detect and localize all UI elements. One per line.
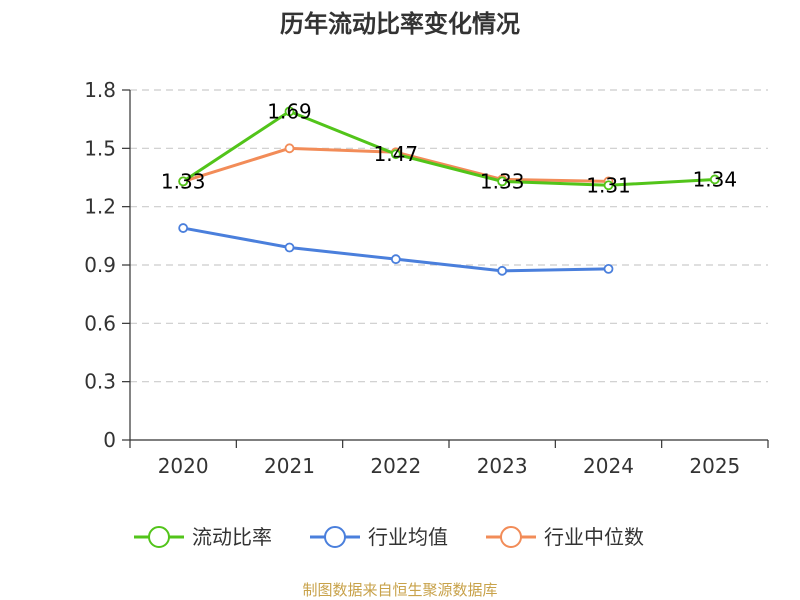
legend-marker [148, 526, 170, 548]
series-line-1 [182, 109, 715, 187]
x-tick-label: 2023 [477, 454, 528, 478]
grid-lines [130, 89, 768, 383]
data-point [497, 176, 508, 187]
series-lines [178, 106, 720, 276]
legend-marker [324, 526, 346, 548]
data-label: 1.33 [480, 169, 525, 193]
data-label: 1.31 [586, 173, 631, 197]
legend-label: 行业中位数 [544, 525, 644, 549]
data-point [178, 176, 189, 187]
legend-item-1[interactable]: 流动比率 [134, 525, 272, 549]
y-tick-label: 0.6 [84, 311, 116, 335]
data-labels: 1.33 1.69 1.47 1.33 1.31 1.34 [161, 99, 737, 197]
legend-item-3[interactable]: 行业中位数 [486, 525, 644, 549]
chart-title: 历年流动比率变化情况 [280, 10, 520, 38]
y-tick-label: 1.2 [84, 195, 116, 219]
data-point [497, 265, 508, 276]
x-tick-label: 2021 [264, 454, 315, 478]
data-label: 1.34 [693, 167, 738, 191]
data-point [390, 254, 401, 265]
data-point [284, 143, 295, 154]
x-tick-label: 2025 [689, 454, 740, 478]
x-tick-label: 2024 [583, 454, 634, 478]
x-tick-label: 2022 [370, 454, 421, 478]
legend-item-2[interactable]: 行业均值 [310, 525, 448, 549]
data-label: 1.47 [374, 142, 419, 166]
legend[interactable]: 流动比率 行业均值 行业中位数 [134, 525, 644, 549]
y-tick-label: 0 [103, 428, 116, 452]
x-tick-label: 2020 [158, 454, 209, 478]
y-tick-label: 0.9 [84, 253, 116, 277]
data-point [709, 174, 720, 185]
data-point [603, 180, 614, 191]
y-tick-label: 1.5 [84, 136, 116, 160]
data-point [603, 263, 614, 274]
y-tick-label: 1.8 [84, 78, 116, 102]
axes: 0 0.3 0.6 0.9 1.2 1.5 1.8 2020 2021 2022 2023 2024 2… [84, 78, 769, 478]
data-label: 1.33 [161, 169, 206, 193]
legend-label: 行业均值 [368, 525, 448, 549]
data-point [284, 242, 295, 253]
legend-label: 流动比率 [192, 525, 272, 549]
y-tick-label: 0.3 [84, 370, 116, 394]
legend-marker [500, 526, 522, 548]
source-note: 制图数据来自恒生聚源数据库 [302, 581, 497, 599]
data-point [284, 106, 295, 117]
data-point [390, 149, 401, 160]
data-point [178, 223, 189, 233]
data-label: 1.69 [267, 99, 312, 123]
